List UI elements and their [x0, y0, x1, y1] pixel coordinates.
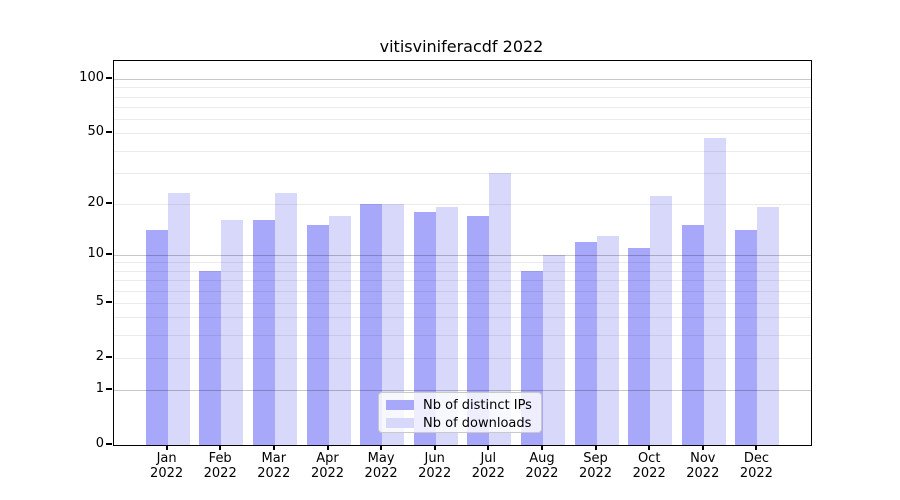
plot-area	[113, 60, 812, 446]
x-tick-mark	[701, 445, 704, 450]
x-tick-label-jul: Jul 2022	[471, 451, 505, 481]
x-tick-label-may: May 2022	[364, 451, 398, 481]
bar-ips-sep	[574, 241, 597, 445]
bar-downloads-jan	[167, 193, 190, 445]
bars-layer	[114, 61, 811, 445]
bar-ips-jul	[467, 215, 490, 445]
x-tick-label-aug: Aug 2022	[525, 451, 559, 481]
y-tick-mark	[106, 355, 112, 358]
x-tick-label-mar: Mar 2022	[257, 451, 291, 481]
bar-downloads-aug	[542, 254, 565, 445]
bar-ips-oct	[628, 247, 651, 445]
bar-downloads-oct	[650, 196, 673, 445]
x-tick-label-nov: Nov 2022	[686, 451, 720, 481]
y-tick-mark	[106, 77, 112, 79]
bar-downloads-may	[382, 203, 405, 445]
y-tick-mark	[106, 252, 112, 255]
y-tick-mark	[106, 300, 112, 303]
x-tick-mark	[326, 445, 329, 450]
bar-downloads-apr	[328, 215, 351, 445]
bar-downloads-jun	[435, 207, 458, 445]
y-tick-label: 0	[95, 436, 104, 451]
x-tick-mark	[380, 445, 383, 450]
y-tick-label: 20	[87, 194, 104, 210]
legend-swatch-distinct-ips	[386, 400, 414, 410]
x-tick-mark	[648, 445, 651, 450]
bar-downloads-feb	[221, 220, 244, 445]
bar-downloads-nov	[703, 138, 726, 445]
y-tick-mark	[106, 388, 112, 390]
legend-item-downloads: Nb of downloads	[379, 414, 541, 432]
y-tick-label: 2	[95, 348, 104, 364]
legend: Nb of distinct IPs Nb of downloads	[378, 392, 542, 433]
y-tick-mark	[106, 131, 112, 134]
bar-downloads-sep	[596, 235, 619, 445]
legend-swatch-downloads	[386, 418, 414, 428]
x-tick-mark	[219, 445, 222, 450]
legend-item-distinct-ips: Nb of distinct IPs	[379, 396, 541, 414]
x-tick-mark	[594, 445, 597, 450]
bar-ips-may	[360, 203, 383, 445]
bar-downloads-mar	[274, 193, 297, 445]
y-tick-label: 50	[87, 124, 104, 140]
x-tick-label-jun: Jun 2022	[418, 451, 452, 481]
bar-ips-dec	[735, 230, 758, 445]
x-tick-label-oct: Oct 2022	[632, 451, 666, 481]
y-tick-mark	[106, 201, 112, 204]
legend-label-distinct-ips: Nb of distinct IPs	[423, 397, 532, 413]
bar-ips-jun	[413, 211, 436, 445]
bar-ips-apr	[306, 225, 329, 445]
x-tick-mark	[755, 445, 758, 450]
x-tick-mark	[165, 445, 168, 450]
y-tick-label: 10	[87, 245, 104, 261]
x-tick-label-jan: Jan 2022	[150, 451, 184, 481]
x-tick-label-dec: Dec 2022	[739, 451, 773, 481]
bar-downloads-dec	[757, 207, 780, 445]
y-tick-label: 5	[95, 293, 104, 309]
x-tick-label-sep: Sep 2022	[578, 451, 613, 481]
y-tick-label: 100	[79, 70, 104, 85]
y-tick-mark	[106, 443, 112, 445]
bar-ips-feb	[199, 270, 222, 445]
bar-ips-nov	[681, 225, 704, 445]
x-tick-mark	[272, 445, 275, 450]
y-tick-label: 1	[95, 381, 104, 396]
bar-ips-mar	[252, 220, 275, 445]
x-tick-label-apr: Apr 2022	[310, 451, 345, 481]
bar-ips-jan	[145, 230, 168, 445]
x-tick-mark	[433, 445, 436, 450]
x-tick-mark	[487, 445, 490, 450]
chart-title: vitisviniferacdf 2022	[379, 37, 544, 56]
legend-label-downloads: Nb of downloads	[423, 415, 532, 431]
x-tick-mark	[540, 445, 543, 450]
x-tick-label-feb: Feb 2022	[203, 451, 237, 481]
bar-downloads-jul	[489, 172, 512, 445]
